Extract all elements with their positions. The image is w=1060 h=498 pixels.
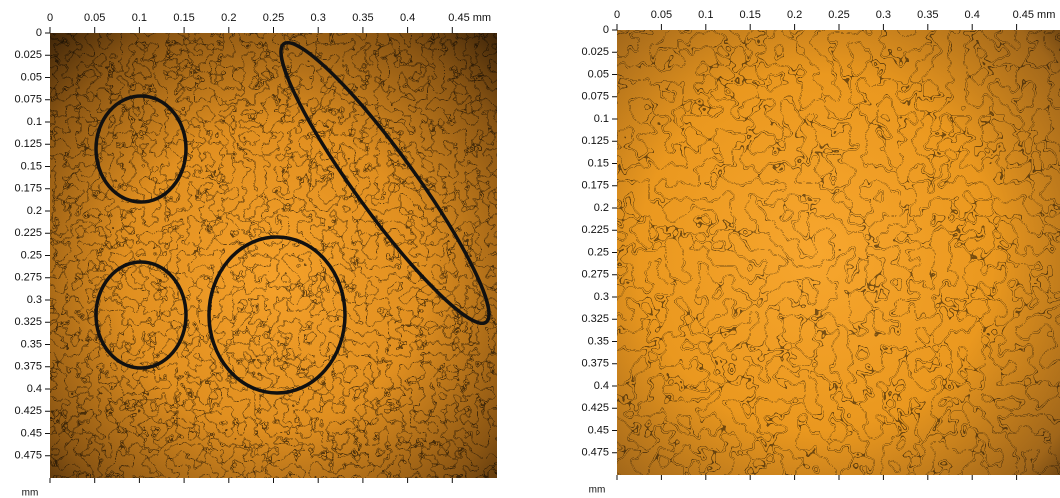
y-tick-label: 0.075 [14, 94, 42, 106]
axis-unit-label: mm [22, 488, 39, 498]
y-tick-label: 0.375 [14, 361, 42, 373]
x-tick-label: 0.15 [739, 9, 760, 21]
ellipse [94, 94, 188, 204]
x-tick-label: 0 [47, 12, 53, 24]
ellipse [279, 40, 491, 326]
x-tick-label: 0.15 [173, 12, 194, 24]
contour-texture [50, 33, 497, 478]
y-tick-label: 0.425 [581, 402, 609, 414]
plot-left [50, 33, 497, 478]
y-tick-label: 0.25 [588, 246, 609, 258]
y-tick-label: 0 [36, 27, 42, 39]
y-tick-label: 0.1 [27, 116, 42, 128]
ellipse [207, 235, 347, 395]
y-tick-label: 0.2 [594, 202, 609, 214]
ellipse [94, 260, 188, 370]
x-tick-label: 0.45 mm [1013, 9, 1056, 21]
x-tick-label: 0.05 [651, 9, 672, 21]
plot-right [617, 30, 1060, 475]
y-tick-label: 0.475 [581, 447, 609, 459]
y-tick-label: 0.25 [21, 249, 42, 261]
y-tick-label: 0.15 [588, 157, 609, 169]
x-tick-label: 0.2 [787, 9, 802, 21]
axis-unit-label: mm [589, 485, 606, 496]
x-tick-label: 0 [614, 9, 620, 21]
y-tick-label: 0.375 [581, 358, 609, 370]
y-tick-label: 0.4 [594, 380, 609, 392]
y-tick-label: 0.275 [14, 272, 42, 284]
y-tick-label: 0.175 [581, 180, 609, 192]
x-tick-label: 0.4 [400, 12, 415, 24]
x-tick-label: 0.1 [698, 9, 713, 21]
y-tick-label: 0.225 [581, 224, 609, 236]
y-tick-label: 0.4 [27, 383, 42, 395]
x-tick-label: 0.4 [965, 9, 980, 21]
x-tick-label: 0.3 [876, 9, 891, 21]
y-tick-label: 0.275 [581, 269, 609, 281]
y-tick-label: 0.2 [27, 205, 42, 217]
y-tick-label: 0.325 [581, 313, 609, 325]
y-tick-label: 0.125 [581, 135, 609, 147]
y-tick-label: 0.35 [21, 338, 42, 350]
x-tick-label: 0.45 mm [448, 12, 491, 24]
y-tick-label: 0.025 [581, 46, 609, 58]
y-tick-label: 0.45 [21, 427, 42, 439]
y-tick-label: 0.1 [594, 113, 609, 125]
y-tick-label: 0.075 [581, 91, 609, 103]
x-tick-label: 0.05 [84, 12, 105, 24]
highlight-ellipses [94, 40, 491, 395]
x-tick-label: 0.3 [311, 12, 326, 24]
y-tick-label: 0.3 [594, 291, 609, 303]
y-tick-label: 0.05 [21, 71, 42, 83]
x-tick-label: 0.25 [263, 12, 284, 24]
x-tick-label: 0.35 [917, 9, 938, 21]
y-tick-label: 0.35 [588, 335, 609, 347]
y-tick-label: 0 [603, 24, 609, 36]
contour-texture [617, 30, 1060, 475]
x-tick-label: 0.2 [221, 12, 236, 24]
y-tick-label: 0.125 [14, 138, 42, 150]
y-tick-label: 0.325 [14, 316, 42, 328]
y-tick-label: 0.425 [14, 405, 42, 417]
y-tick-label: 0.15 [21, 160, 42, 172]
y-tick-label: 0.225 [14, 227, 42, 239]
x-tick-label: 0.1 [132, 12, 147, 24]
y-tick-label: 0.3 [27, 294, 42, 306]
x-tick-label: 0.25 [828, 9, 849, 21]
y-tick-label: 0.175 [14, 183, 42, 195]
y-tick-label: 0.025 [14, 49, 42, 61]
x-tick-label: 0.35 [352, 12, 373, 24]
y-tick-label: 0.45 [588, 424, 609, 436]
y-tick-label: 0.05 [588, 68, 609, 80]
y-tick-label: 0.475 [14, 450, 42, 462]
